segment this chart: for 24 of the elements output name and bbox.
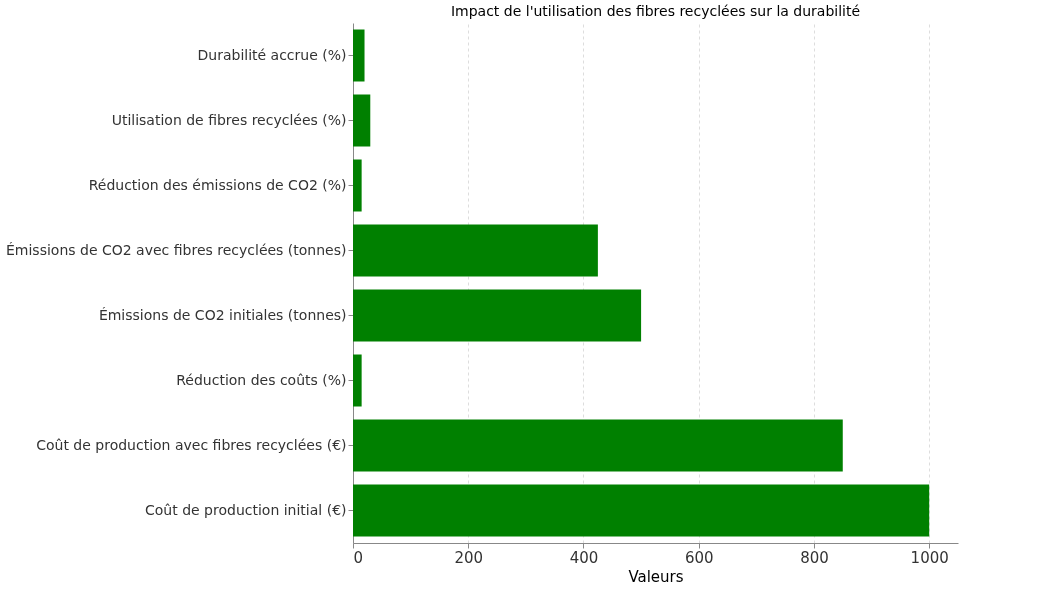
y-tick-label: Émissions de CO2 avec fibres recyclées (tonnes) [5,241,347,258]
x-tick-label: 600 [684,548,714,567]
y-tick-label: Durabilité accrue (%) [197,46,347,63]
y-tick-label: Réduction des émissions de CO2 (%) [88,176,347,193]
bar [353,354,362,407]
y-tick-label: Utilisation de fibres recyclées (%) [111,111,347,128]
bar [353,224,598,277]
y-tick-label: Coût de production initial (€) [144,501,347,518]
x-axis-title: Valeurs [628,567,684,586]
y-tick-label: Réduction des coûts (%) [176,371,347,388]
bar [353,29,365,82]
bar [353,289,642,342]
bar [353,159,362,212]
x-tick-label: 400 [569,548,599,567]
chart-title: Impact de l'utilisation des fibres recyclées sur la durabilité [450,3,861,19]
bar [353,484,930,537]
y-tick-label: Coût de production avec fibres recyclées (€) [36,436,347,453]
bar [353,94,371,147]
x-tick-label: 0 [353,548,364,567]
y-tick-label: Émissions de CO2 initiales (tonnes) [98,306,347,323]
x-tick-label: 1000 [910,548,949,567]
x-tick-label: 800 [800,548,829,567]
bar [353,419,843,472]
x-tick-label: 200 [454,548,484,567]
